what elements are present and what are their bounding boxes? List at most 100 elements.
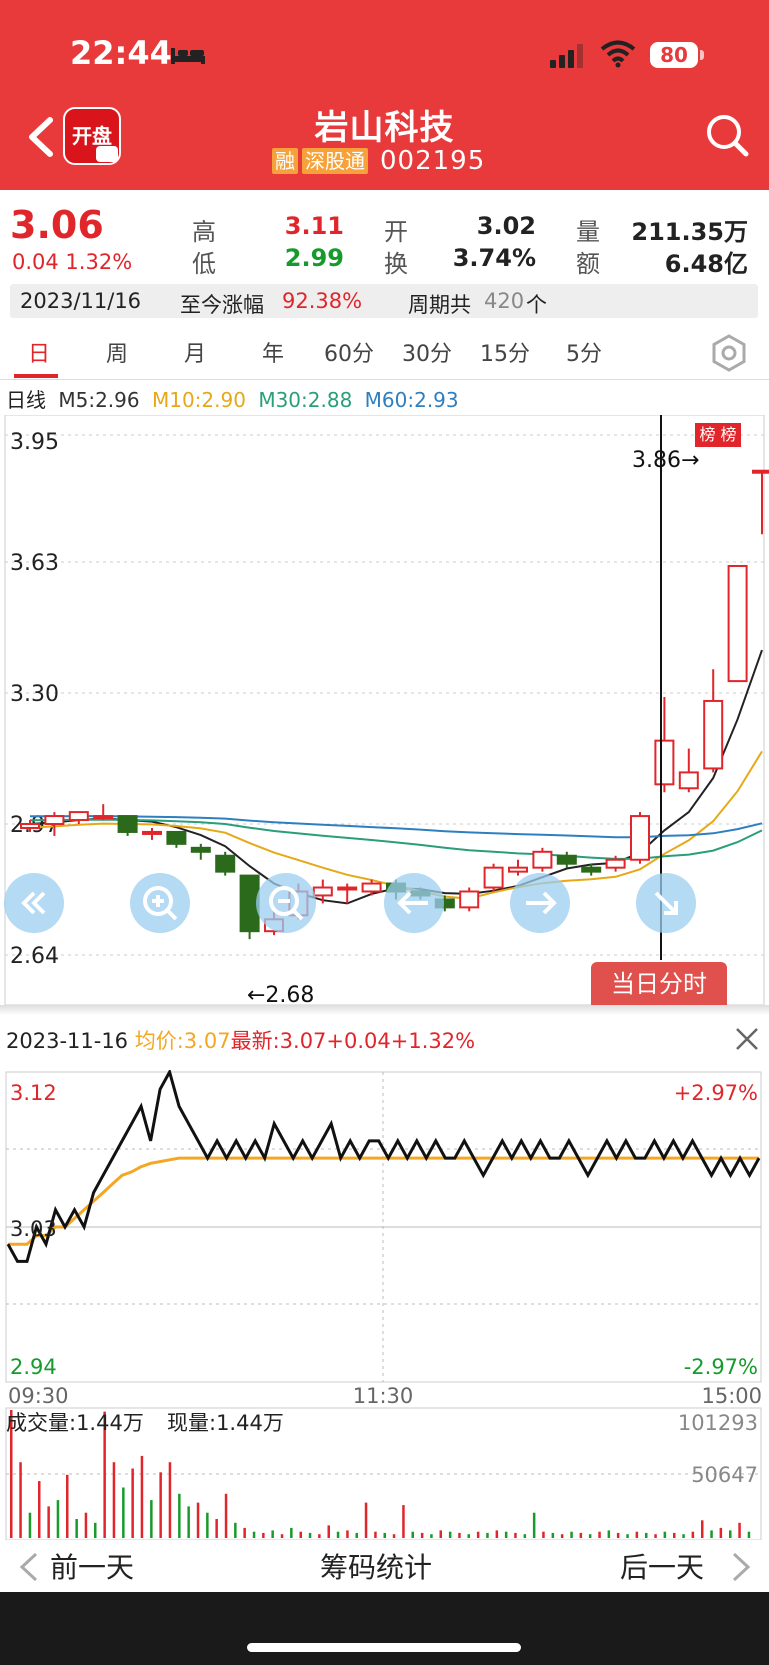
volume-bar xyxy=(383,1532,386,1538)
volume-bar xyxy=(532,1512,536,1538)
app-logo-badge xyxy=(96,146,118,162)
intraday-button[interactable]: 当日分时 xyxy=(591,962,727,1006)
tab-5min[interactable]: 5分 xyxy=(566,342,602,367)
candle-body xyxy=(483,866,504,889)
period-count: 420 xyxy=(484,289,525,313)
ma-legend: 日线 M5:2.96 M10:2.90 M30:2.88 M60:2.93 xyxy=(6,384,465,413)
ma30-label: M30:2.88 xyxy=(258,388,353,412)
volume-bar xyxy=(504,1531,508,1538)
volume-bar xyxy=(439,1530,442,1538)
volume-bar xyxy=(570,1531,573,1538)
low-mark: ←2.68 xyxy=(247,983,314,1005)
chevron-left-icon xyxy=(19,1552,38,1582)
volume-bar xyxy=(94,1522,97,1538)
volume-bar xyxy=(131,1468,134,1538)
candle-body xyxy=(752,469,769,474)
tab-15min[interactable]: 15分 xyxy=(480,342,530,367)
volume-bar xyxy=(645,1532,648,1538)
candle-body xyxy=(337,886,358,891)
avg-price-label: 均价:3.07 xyxy=(134,1029,231,1053)
tab-60min[interactable]: 60分 xyxy=(324,342,374,367)
kchart-y-tick-label: 3.30 xyxy=(10,682,59,707)
current-price: 3.06 xyxy=(10,203,104,247)
battery-indicator: 80 xyxy=(650,42,698,68)
tab-30min[interactable]: 30分 xyxy=(402,342,452,367)
volume-bar xyxy=(654,1534,657,1538)
volume-bar xyxy=(271,1530,274,1538)
volume-bar xyxy=(103,1411,106,1538)
volume-bar xyxy=(738,1522,741,1538)
chip-stats-button[interactable]: 筹码统计 xyxy=(320,1551,433,1584)
price-line xyxy=(6,1070,761,1263)
volume-mid-label: 50647 xyxy=(691,1463,758,1487)
y-mid-label: 3.03 xyxy=(10,1217,57,1241)
y-top-label: 3.12 xyxy=(10,1081,57,1105)
volume-bar xyxy=(112,1462,116,1538)
volume-bar xyxy=(299,1531,302,1538)
volume-bar xyxy=(682,1534,685,1538)
volume-bar xyxy=(75,1519,78,1538)
volume-bar xyxy=(476,1531,480,1538)
volume-bar xyxy=(579,1532,583,1538)
candle-body xyxy=(508,866,528,873)
volume-bar xyxy=(206,1512,209,1538)
settings-icon[interactable] xyxy=(710,334,748,372)
close-icon[interactable] xyxy=(734,1026,760,1052)
pct-bottom-label: -2.97% xyxy=(684,1355,758,1379)
candle-body xyxy=(556,854,577,865)
move-right-button[interactable] xyxy=(510,873,570,933)
intraday-date: 2023-11-16 xyxy=(6,1029,129,1053)
gain-label: 至今涨幅 xyxy=(180,293,264,317)
volume-bar xyxy=(663,1531,667,1538)
volume-bar xyxy=(673,1532,676,1538)
home-indicator[interactable] xyxy=(247,1643,521,1652)
candle-body xyxy=(678,771,699,790)
top-header: 22:44 80 开盘 岩山科技 融 深股 xyxy=(0,0,769,190)
volume-bar xyxy=(747,1531,751,1538)
prev-day-button[interactable]: 前一天 xyxy=(50,1551,135,1584)
candle-body xyxy=(703,699,724,770)
move-left-button[interactable] xyxy=(384,873,444,933)
ma60-label: M60:2.93 xyxy=(364,388,459,412)
ranking-badge[interactable]: 榜 榜 xyxy=(695,423,741,447)
latest-price-label: 最新:3.07+0.04+1.32% xyxy=(230,1029,476,1053)
volume-bar xyxy=(374,1531,377,1538)
candle-body xyxy=(166,830,187,845)
reset-view-button[interactable] xyxy=(636,873,696,933)
double-chevron-left-icon xyxy=(21,891,46,915)
candle-body xyxy=(142,830,162,835)
tab-day[interactable]: 日 xyxy=(28,342,51,367)
volume-bar xyxy=(542,1531,545,1538)
volume-bar xyxy=(701,1520,704,1538)
margin-tag: 融 xyxy=(272,148,298,174)
gain-value: 92.38% xyxy=(282,289,363,313)
volume-bar xyxy=(150,1500,153,1538)
arrow-left-icon xyxy=(397,891,428,915)
back-arrow-icon[interactable] xyxy=(20,112,60,162)
next-day-button[interactable]: 后一天 xyxy=(620,1551,705,1584)
status-time: 22:44 xyxy=(70,34,172,72)
ma10-label: M10:2.90 xyxy=(151,388,246,412)
volume-bar xyxy=(448,1531,452,1538)
intraday-chart[interactable]: 3.12 3.03 2.94 +2.97% -2.97% 09:30 11:30… xyxy=(0,1070,769,1540)
stock-code: 002195 xyxy=(380,146,486,176)
kchart-y-tick-label: 2.64 xyxy=(10,944,59,969)
volume-bar xyxy=(19,1462,22,1538)
tab-month[interactable]: 月 xyxy=(184,342,207,367)
tab-week[interactable]: 周 xyxy=(106,342,129,367)
candle-body xyxy=(605,858,626,869)
amount-value: 6.48亿 xyxy=(664,250,748,278)
volume-bar xyxy=(523,1534,527,1538)
search-icon[interactable] xyxy=(704,112,750,158)
candle-body xyxy=(190,846,211,853)
zoom-out-button[interactable] xyxy=(256,873,316,933)
volume-bar xyxy=(420,1532,424,1538)
high-value: 3.11 xyxy=(284,212,344,240)
zoom-in-button[interactable] xyxy=(130,873,190,933)
period-tabs: 日 周 月 年 60分 30分 15分 5分 xyxy=(0,330,769,380)
scroll-left-button[interactable] xyxy=(4,873,64,933)
volume-bar xyxy=(168,1462,172,1538)
tab-year[interactable]: 年 xyxy=(262,342,285,367)
amount-label: 额 xyxy=(576,250,600,278)
candle-body xyxy=(727,564,748,683)
